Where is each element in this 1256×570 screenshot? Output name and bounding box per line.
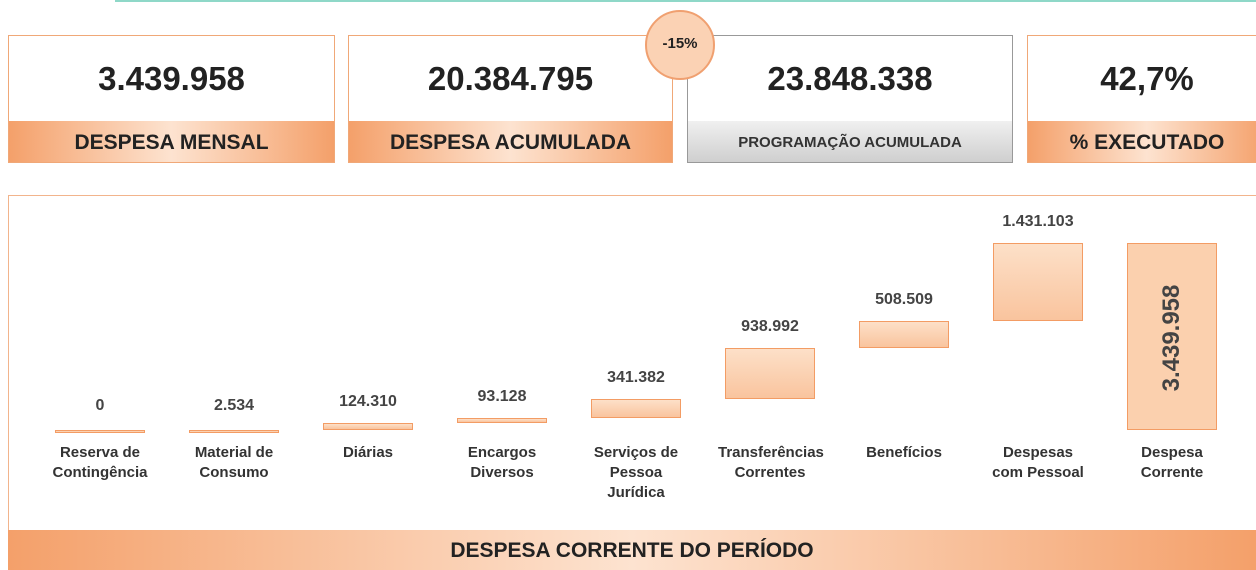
kpi-label: PROGRAMAÇÃO ACUMULADA bbox=[688, 121, 1012, 162]
value-label: 508.509 bbox=[875, 290, 933, 308]
kpi-label: DESPESA ACUMULADA bbox=[349, 121, 672, 162]
kpi-label: % EXECUTADO bbox=[1028, 121, 1256, 162]
category-label: Despesa Corrente bbox=[1140, 444, 1204, 481]
top-rule bbox=[115, 0, 1256, 2]
value-label: 341.382 bbox=[607, 369, 665, 387]
category-label: Material de Consumo bbox=[194, 444, 274, 481]
kpi-card: 23.848.338 PROGRAMAÇÃO ACUMULADA bbox=[687, 35, 1013, 163]
category-label: Serviços de Pessoa Jurídica bbox=[593, 444, 679, 501]
category-label: Transferências Correntes bbox=[718, 444, 824, 481]
category-label: Diárias bbox=[342, 444, 394, 461]
bar bbox=[323, 423, 413, 430]
value-label: 0 bbox=[95, 397, 105, 414]
category-label: Reserva de Contingência bbox=[52, 444, 148, 481]
kpi-card: 20.384.795 DESPESA ACUMULADA bbox=[348, 35, 673, 163]
value-label: 3.439.958 bbox=[1158, 284, 1185, 392]
value-label: 124.310 bbox=[339, 393, 397, 411]
chart-title: DESPESA CORRENTE DO PERÍODO bbox=[8, 530, 1256, 570]
kpi-value: 23.848.338 bbox=[767, 60, 933, 97]
value-label: 93.128 bbox=[477, 388, 527, 405]
bar bbox=[993, 242, 1083, 321]
value-label: 1.431.103 bbox=[1002, 212, 1074, 230]
kpi-card: 3.439.958 DESPESA MENSAL bbox=[8, 35, 335, 163]
bar bbox=[457, 418, 547, 424]
value-label: 2.534 bbox=[213, 397, 255, 414]
bar bbox=[1127, 242, 1217, 430]
category-label: Benefícios bbox=[866, 444, 942, 461]
bar bbox=[55, 430, 145, 433]
bar bbox=[591, 399, 681, 418]
chart-panel bbox=[8, 195, 1256, 570]
bar bbox=[189, 429, 279, 433]
variation-badge: -15% bbox=[645, 10, 715, 80]
bar bbox=[859, 320, 949, 349]
value-label: 938.992 bbox=[741, 318, 799, 336]
kpi-card: 42,7% % EXECUTADO bbox=[1027, 35, 1256, 163]
kpi-value: 3.439.958 bbox=[98, 60, 245, 97]
kpi-value: 20.384.795 bbox=[427, 60, 594, 97]
category-label: Despesas com Pessoal bbox=[992, 444, 1084, 481]
category-label: Encargos Diversos bbox=[467, 444, 537, 481]
kpi-label: DESPESA MENSAL bbox=[9, 121, 334, 162]
bar bbox=[725, 348, 815, 400]
kpi-value: 42,7% bbox=[1100, 60, 1194, 97]
